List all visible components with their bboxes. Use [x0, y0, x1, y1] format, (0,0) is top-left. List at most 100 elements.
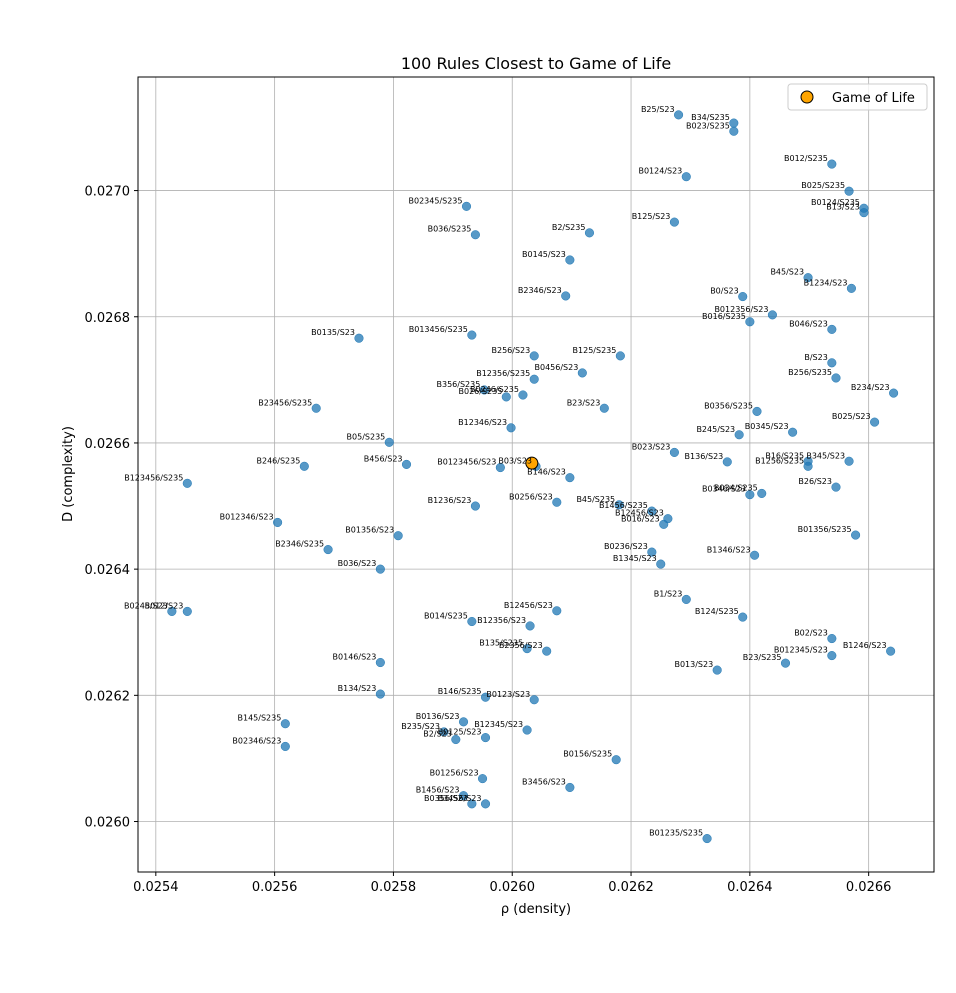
data-point	[384, 437, 394, 447]
data-point	[506, 423, 516, 433]
point-label: B146/S23	[527, 468, 566, 477]
data-point	[167, 606, 177, 616]
point-label: B256/S235	[788, 368, 832, 377]
data-point	[846, 283, 856, 293]
point-label: B0345/S23	[745, 422, 789, 431]
point-label: B0256/S23	[509, 492, 553, 501]
x-tick-label: 0.0262	[608, 880, 654, 895]
point-label: B0356/S235	[704, 401, 753, 410]
data-point	[803, 461, 813, 471]
data-point	[565, 782, 575, 793]
point-label: B016/S23	[621, 514, 660, 523]
data-point	[375, 657, 385, 668]
point-label: B034/S235	[714, 483, 758, 492]
data-point	[495, 463, 505, 473]
data-point	[615, 351, 625, 361]
data-point	[479, 385, 489, 395]
grid-lines	[138, 77, 934, 872]
plot-frame	[137, 76, 935, 873]
x-tick-label: 0.0264	[727, 880, 773, 895]
data-point	[375, 689, 385, 699]
point-label: B016/S235	[702, 312, 746, 321]
data-point	[859, 208, 869, 218]
axis-ticks: 0.0254 0.0256 0.0258 0.0260 0.0262 0.0264 0.02…	[85, 185, 892, 895]
data-point	[477, 774, 488, 784]
point-label: B012356/S23	[714, 305, 768, 314]
point-label: B125/S23	[632, 212, 671, 221]
data-point	[752, 406, 762, 416]
data-point	[565, 473, 575, 483]
point-label: B0145/S23	[522, 250, 566, 259]
data-point	[738, 612, 748, 622]
point-label: B34/S235	[691, 113, 730, 122]
point-label: B13/S23	[826, 203, 860, 212]
data-point	[827, 324, 837, 334]
legend-label: Game of Life	[832, 91, 915, 106]
point-label: B2346/S235	[275, 540, 324, 549]
data-point	[659, 519, 669, 529]
data-point	[480, 799, 491, 809]
data-points	[167, 110, 899, 844]
point-label: B16/S235	[765, 451, 804, 460]
point-label: B05/S235	[347, 432, 386, 441]
data-point	[577, 368, 587, 378]
point-label: B0346/S23	[702, 485, 746, 494]
point-label: B12456/S23	[615, 509, 664, 518]
point-label: B2/S235	[552, 223, 586, 232]
data-point	[584, 228, 595, 238]
point-label: B234/S23	[851, 383, 890, 392]
data-point	[467, 799, 477, 809]
point-label: B1234/S23	[804, 278, 848, 287]
point-label: B3456/S23	[522, 777, 566, 786]
data-point	[529, 695, 539, 705]
point-label: B12356/S235	[476, 369, 530, 378]
x-tick-label: 0.0258	[371, 880, 417, 895]
y-tick-label: 0.0266	[85, 437, 131, 452]
data-point	[681, 594, 691, 604]
point-label: B3456/S23	[438, 794, 482, 803]
data-point	[280, 741, 290, 751]
point-label: B134/S23	[338, 684, 377, 693]
point-label: B2356/S23	[499, 641, 543, 650]
point-label: B345/S23	[806, 451, 845, 460]
point-label: B12345/S23	[474, 720, 523, 729]
x-tick-label: 0.0260	[489, 880, 535, 895]
game-of-life-point	[525, 456, 539, 470]
point-label: B036/S235	[428, 225, 472, 234]
point-label: B146/S235	[438, 687, 482, 696]
data-point	[889, 388, 899, 398]
point-label: B23456/S235	[258, 398, 312, 407]
y-tick-label: 0.0268	[85, 311, 131, 326]
point-label: B2/S23	[423, 730, 452, 739]
y-tick-label: 0.0262	[85, 689, 131, 704]
data-point	[522, 644, 532, 654]
data-point	[458, 791, 469, 801]
data-point	[273, 517, 283, 528]
point-label: B0135/S23	[311, 328, 355, 337]
point-label: B0246/S235	[470, 385, 519, 394]
point-label: B245/S23	[696, 425, 735, 434]
point-label: B2346/S23	[518, 286, 562, 295]
point-label: B12346/S23	[458, 418, 507, 427]
data-point	[712, 665, 722, 675]
point-label: B45/S23	[770, 268, 804, 277]
data-point	[323, 545, 333, 555]
point-label: B02346/S23	[232, 736, 281, 745]
data-point	[681, 172, 691, 182]
point-label: B12456/S23	[504, 601, 553, 610]
point-label: B1456/S23	[416, 786, 460, 795]
data-point	[851, 530, 861, 540]
point-label: B013456/S235	[409, 325, 468, 334]
point-label: B0124/S23	[638, 167, 682, 176]
point-label: B02345/S235	[409, 196, 463, 205]
data-point	[311, 403, 321, 413]
data-point	[611, 755, 621, 765]
data-point	[669, 217, 679, 227]
data-point	[565, 255, 575, 265]
y-tick-label: 0.0264	[85, 563, 131, 578]
point-label: B123456/S235	[124, 473, 183, 482]
point-label: B1345/S23	[613, 554, 657, 563]
data-point	[529, 351, 539, 361]
data-point	[745, 490, 755, 500]
